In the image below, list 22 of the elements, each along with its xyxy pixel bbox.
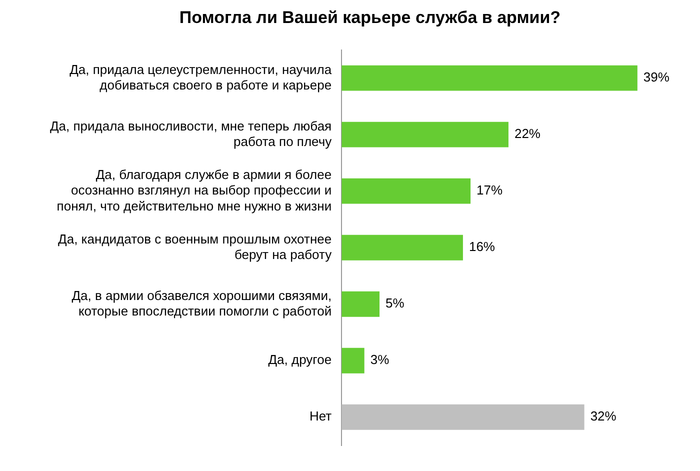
y-tick-label: Да, кандидатов с военным прошлым охотнее берут на работу [58, 231, 332, 262]
bar [342, 178, 471, 204]
y-tick-label: Да, придала целеустремленности, научила добиваться своего в работе и карьере [70, 62, 332, 92]
data-label: 32% [590, 408, 617, 424]
bar [342, 291, 380, 317]
bar [342, 348, 364, 374]
y-tick-label: Да, придала выносливости, мне теперь любая работа по плечу [50, 118, 332, 149]
data-label: 5% [386, 296, 405, 311]
data-label: 22% [514, 126, 541, 142]
y-tick-label: Да, в армии обзавелся хорошими связями, которые впоследствии помогли с работой [72, 288, 332, 318]
data-label: 3% [370, 352, 390, 368]
y-tick-label: Да, другое [268, 352, 332, 368]
y-tick-label: Да, благодаря службе в армии я более осознанно взглянул на выбор профессии и понял, что действительно мне нужно в жизни [56, 167, 332, 214]
chart-title: Помогла ли Вашей карьере служба в армии? [178, 8, 562, 29]
data-label: 17% [476, 182, 504, 198]
y-tick-label: Нет [309, 408, 332, 424]
bar [342, 65, 638, 91]
data-label: 16% [468, 239, 496, 254]
data-label: 39% [643, 70, 670, 85]
bar [342, 404, 584, 430]
bar [342, 122, 508, 148]
bar [342, 234, 463, 260]
